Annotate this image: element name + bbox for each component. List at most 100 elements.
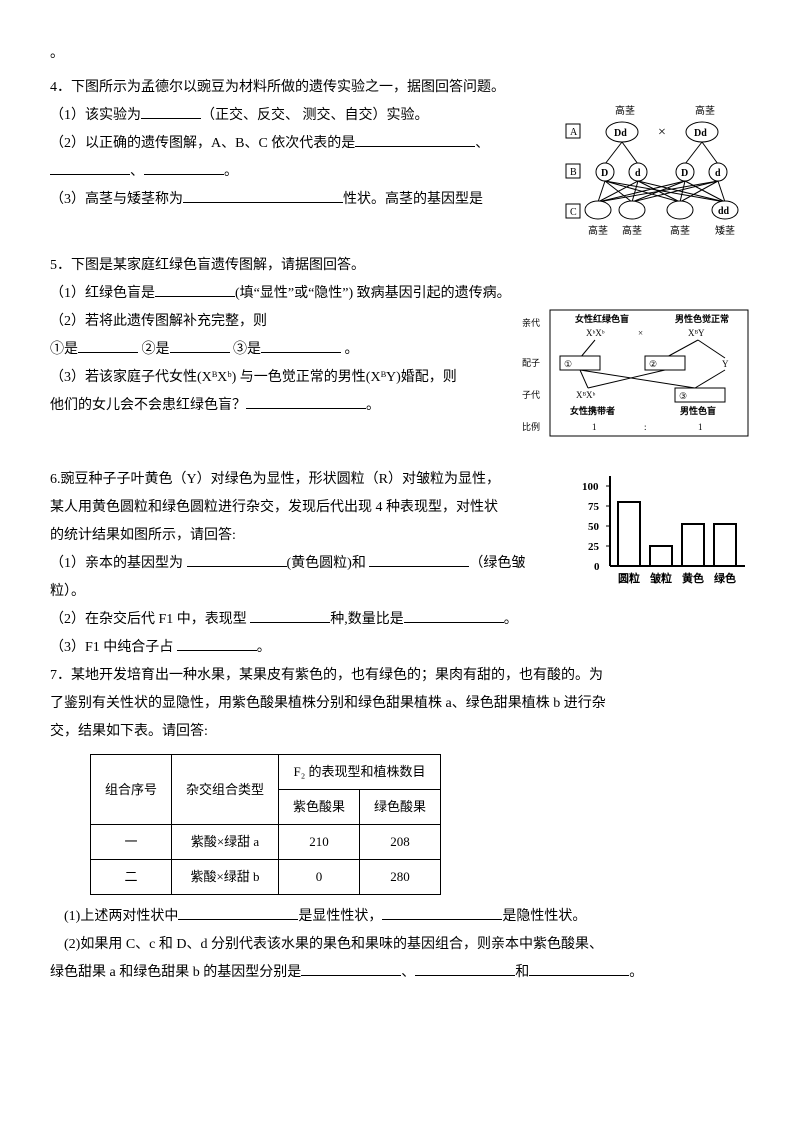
label: XᴮY [688, 328, 705, 338]
blank[interactable] [78, 338, 138, 353]
q6-3: （3）F1 中纯合子占 。 [50, 634, 750, 662]
label: 高茎 [695, 104, 715, 117]
q7-l2: 了鉴别有关性状的显隐性，用紫色酸果植株分别和绿色甜果植株 a、绿色甜果植株 b … [50, 690, 750, 718]
label: 配子 [522, 358, 540, 368]
blank[interactable] [183, 188, 343, 203]
blank[interactable] [250, 608, 330, 623]
table-row: 二 紫酸×绿甜 b 0 280 [91, 860, 441, 895]
th: F₂ 的表现型和植株数目 [279, 755, 441, 790]
label: XᵇXᵇ [586, 328, 605, 338]
label: 比例 [522, 421, 540, 432]
q7-1a: (1)上述两对性状中 [64, 909, 178, 924]
q5-1a: （1）红绿色盲是 [50, 286, 155, 301]
label: 子代 [522, 390, 540, 400]
blank[interactable] [246, 394, 366, 409]
cross-icon: × [658, 125, 666, 140]
blank[interactable] [382, 905, 502, 920]
blank[interactable] [187, 552, 287, 567]
q5-3b-text: 他们的女儿会不会患红绿色盲？ [50, 398, 246, 413]
q4-1b: （正交、反交、 测交、自交）实验。 [201, 108, 429, 123]
label: 1 [698, 422, 703, 432]
q5-figure: 亲代 女性红绿色盲 男性色觉正常 XᵇXᵇ × XᴮY 配子 ① ② Y 子代 … [520, 308, 750, 438]
blank[interactable] [529, 961, 629, 976]
q6-1c: （绿色皱 [469, 556, 525, 571]
dd: dd [718, 206, 730, 217]
label: Y [722, 359, 729, 369]
xlabel: 圆粒 [618, 571, 640, 585]
label: 女性携带者 [570, 405, 615, 416]
q6-3b: 。 [257, 640, 271, 655]
xlabel: 绿色 [714, 571, 736, 585]
ytick: 100 [582, 481, 599, 493]
q4-3b: 性状。高茎的基因型是 [343, 192, 483, 207]
q4-1: （1）该实验为（正交、反交、 测交、自交）实验。 [50, 102, 550, 130]
q4-2: （2）以正确的遗传图解，A、B、C 依次代表的是、 [50, 130, 550, 158]
q4-2b: 、 [475, 136, 489, 151]
cell: 280 [360, 860, 441, 895]
cell: 210 [279, 825, 360, 860]
blank[interactable] [155, 282, 235, 297]
label: 高茎 [615, 104, 635, 117]
blank[interactable] [141, 104, 201, 119]
q5-2-4: 。 [345, 342, 359, 357]
q7-l1: 7．某地开发培育出一种水果，某果皮有紫色的，也有绿色的；果肉有甜的，也有酸的。为 [50, 662, 750, 690]
ytick: 25 [588, 541, 600, 553]
ytick: 75 [588, 501, 600, 513]
q4-3: （3）高茎与矮茎称为性状。高茎的基因型是 [50, 186, 550, 214]
label: XᴮXᵇ [576, 390, 595, 400]
q7-1b: 是显性性状， [298, 909, 382, 924]
label: 亲代 [522, 317, 540, 328]
q4-2-cont: 、。 [50, 158, 550, 186]
blank[interactable] [177, 636, 257, 651]
q7-2a: (2)如果用 C、c 和 D、d 分别代表该水果的果色和果味的基因组合，则亲本中… [50, 931, 750, 959]
D: D [601, 168, 608, 179]
blank[interactable] [355, 132, 475, 147]
label-B: B [570, 167, 577, 178]
circ3: ③ [679, 391, 687, 401]
label: 高茎 [670, 224, 690, 237]
q5-stem: 5．下图是某家庭红绿色盲遗传图解，请据图回答。 [50, 252, 750, 280]
q5-2-1: ①是 [50, 342, 78, 357]
q7-l3: 交，结果如下表。请回答: [50, 718, 750, 746]
q5-2: （2）若将此遗传图解补充完整，则 [50, 308, 510, 336]
cell: 紫酸×绿甜 a [172, 825, 279, 860]
period-top: 。 [50, 40, 750, 68]
blank[interactable] [415, 961, 515, 976]
circ2: ② [649, 359, 657, 369]
q5-2-2: ②是 [142, 342, 170, 357]
cell: 208 [360, 825, 441, 860]
th: 绿色酸果 [360, 790, 441, 825]
q5-2-3: ③是 [233, 342, 261, 357]
cell: 一 [91, 825, 172, 860]
blank[interactable] [261, 338, 341, 353]
blank[interactable] [50, 160, 130, 175]
blank[interactable] [404, 608, 504, 623]
label: 1 [592, 422, 597, 432]
q6-1b: (黄色圆粒)和 [287, 556, 370, 571]
ytick: 0 [594, 561, 600, 573]
table-row: 一 紫酸×绿甜 a 210 208 [91, 825, 441, 860]
circ1: ① [564, 359, 572, 369]
label-C: C [570, 207, 577, 218]
q7-2c: 、 [401, 965, 415, 980]
blank[interactable] [170, 338, 230, 353]
th: 杂交组合类型 [172, 755, 279, 825]
q6-1a: （1）亲本的基因型为 [50, 556, 187, 571]
q5-1b: (填“显性”或“隐性”) 致病基因引起的遗传病。 [235, 286, 511, 301]
q7-2b: 绿色甜果 a 和绿色甜果 b 的基因型分别是、和。 [50, 959, 750, 987]
blank[interactable] [178, 905, 298, 920]
cell: 二 [91, 860, 172, 895]
q6-1: （1）亲本的基因型为 (黄色圆粒)和 （绿色皱 [50, 550, 570, 578]
D: D [681, 168, 688, 179]
table-row: 组合序号 杂交组合类型 F₂ 的表现型和植株数目 [91, 755, 441, 790]
q4-stem: 4．下图所示为孟德尔以豌豆为材料所做的遗传实验之一，据图回答问题。 [50, 74, 750, 102]
blank[interactable] [369, 552, 469, 567]
blank[interactable] [301, 961, 401, 976]
q6-2a: （2）在杂交后代 F1 中，表现型 [50, 612, 250, 627]
label: : [644, 422, 647, 432]
cross-icon: × [638, 328, 643, 338]
q6-3a: （3）F1 中纯合子占 [50, 640, 177, 655]
blank[interactable] [144, 160, 224, 175]
q7-2e: 。 [629, 965, 643, 980]
q6-2: （2）在杂交后代 F1 中，表现型 种,数量比是。 [50, 606, 750, 634]
